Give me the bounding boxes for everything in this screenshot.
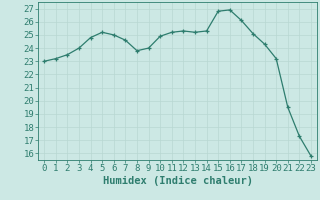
X-axis label: Humidex (Indice chaleur): Humidex (Indice chaleur) bbox=[103, 176, 252, 186]
